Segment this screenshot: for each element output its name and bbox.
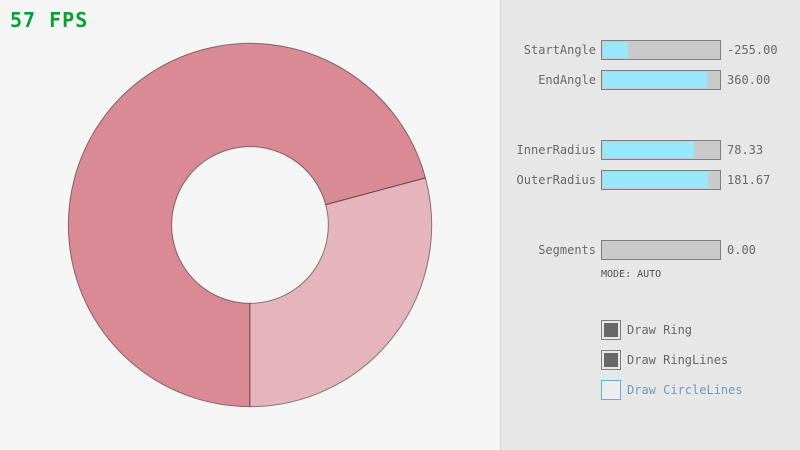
ring-shape-canvas [67, 42, 433, 408]
checkmark [604, 323, 618, 337]
checkbox-row-draw-ring: Draw Ring [501, 320, 800, 340]
slider-row-start-angle: StartAngle -255.00 [501, 40, 800, 60]
slider-fill [603, 72, 708, 88]
outer-radius-slider[interactable] [601, 170, 721, 190]
draw-ringlines-checkbox[interactable] [601, 350, 621, 370]
draw-circlelines-checkbox[interactable] [601, 380, 621, 400]
ring-sector-double-pass [67, 42, 427, 408]
ring-sector-single-pass [249, 177, 433, 408]
checkmark [604, 353, 618, 367]
inner-radius-value: 78.33 [727, 143, 764, 157]
inner-radius-slider[interactable] [601, 140, 721, 160]
slider-fill [603, 172, 709, 188]
segments-mode-text: MODE: AUTO [601, 269, 662, 280]
slider-fill [603, 142, 694, 158]
end-angle-value: 360.00 [727, 73, 771, 87]
start-angle-value: -255.00 [727, 43, 778, 57]
start-angle-label: StartAngle [523, 43, 596, 57]
slider-row-end-angle: EndAngle 360.00 [501, 70, 800, 90]
draw-ring-label: Draw Ring [627, 323, 693, 337]
checkbox-row-draw-ringlines: Draw RingLines [501, 350, 800, 370]
outer-radius-label: OuterRadius [516, 173, 596, 187]
slider-row-segments: Segments 0.00 [501, 240, 800, 260]
slider-fill [603, 42, 629, 58]
slider-row-inner-radius: InnerRadius 78.33 [501, 140, 800, 160]
inner-radius-label: InnerRadius [516, 143, 596, 157]
draw-ringlines-label: Draw RingLines [627, 353, 729, 367]
end-angle-slider[interactable] [601, 70, 721, 90]
segments-value: 0.00 [727, 243, 756, 257]
end-angle-label: EndAngle [538, 73, 596, 87]
segments-label: Segments [538, 243, 596, 257]
checkbox-row-draw-circlelines: Draw CircleLines [501, 380, 800, 400]
draw-circlelines-label: Draw CircleLines [627, 383, 743, 397]
fps-counter: 57 FPS [10, 8, 89, 32]
draw-ring-checkbox[interactable] [601, 320, 621, 340]
outer-radius-value: 181.67 [727, 173, 771, 187]
segments-slider[interactable] [601, 240, 721, 260]
start-angle-slider[interactable] [601, 40, 721, 60]
slider-row-outer-radius: OuterRadius 181.67 [501, 170, 800, 190]
controls-panel: StartAngle -255.00 EndAngle 360.00 Inner… [500, 0, 800, 450]
